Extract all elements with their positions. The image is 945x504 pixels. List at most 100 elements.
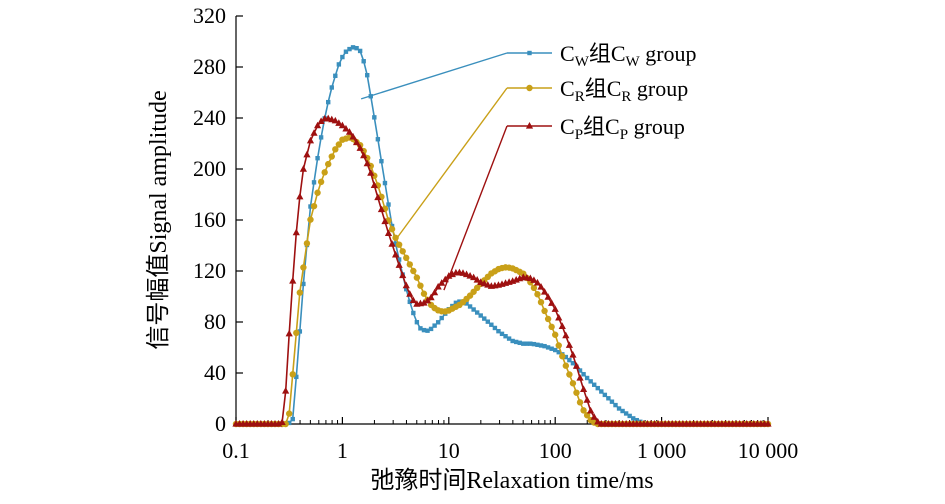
data-point [528, 341, 533, 346]
series-layer [232, 45, 772, 428]
data-point [485, 319, 491, 324]
data-point [471, 307, 476, 312]
data-point [340, 54, 345, 60]
data-point [581, 372, 586, 377]
data-point [537, 283, 545, 290]
data-point [352, 138, 361, 146]
data-point [584, 375, 590, 381]
data-point [278, 418, 286, 425]
legend-marker [526, 84, 533, 92]
data-point [384, 229, 393, 236]
data-point [399, 248, 406, 255]
data-point [609, 399, 615, 404]
data-point [563, 354, 569, 360]
data-point [306, 136, 315, 144]
data-point [303, 150, 311, 158]
data-point [510, 338, 515, 344]
data-point [343, 49, 349, 54]
data-point [335, 141, 343, 148]
data-point [311, 180, 317, 185]
data-point [555, 313, 563, 321]
data-point [427, 293, 435, 301]
series-line [236, 117, 768, 425]
data-point [350, 45, 356, 50]
data-point [524, 341, 530, 346]
data-point [558, 322, 566, 330]
data-point [464, 301, 469, 306]
data-point [325, 160, 332, 168]
data-point [395, 241, 403, 248]
data-point [368, 94, 373, 99]
data-point [296, 192, 304, 200]
data-point [396, 257, 402, 262]
data-point [360, 151, 368, 159]
data-point [386, 202, 391, 207]
data-point [326, 99, 331, 105]
data-point [328, 153, 335, 160]
data-point [307, 216, 314, 223]
data-point [393, 241, 398, 246]
data-point [414, 319, 420, 325]
x-axis-title: 弛豫时间Relaxation time/ms [370, 467, 653, 494]
leader-line [443, 125, 508, 291]
data-point [349, 132, 357, 140]
data-point [382, 180, 388, 186]
data-point [313, 121, 322, 129]
legend-item: CP组CP group [507, 114, 685, 143]
data-point [530, 284, 538, 292]
x-tick-label: 1 000 [637, 438, 687, 463]
data-point [599, 389, 604, 394]
data-point [587, 406, 595, 414]
data-point [338, 121, 346, 129]
data-point [286, 410, 293, 417]
data-point [576, 399, 584, 406]
data-point [407, 299, 412, 305]
data-point [473, 275, 481, 283]
data-point [432, 323, 437, 328]
data-point [332, 146, 339, 153]
y-tick-label: 160 [193, 207, 226, 232]
legend-label: CW组CW group [560, 41, 697, 70]
data-point [388, 240, 396, 247]
data-point [573, 389, 580, 396]
y-tick-label: 120 [193, 258, 226, 283]
data-point [556, 349, 561, 355]
data-point [457, 299, 462, 304]
data-point [425, 328, 430, 333]
leader-line [360, 52, 508, 100]
data-point [478, 313, 483, 318]
data-point [570, 361, 576, 366]
data-point [301, 281, 306, 287]
data-point [315, 155, 320, 161]
data-point [310, 129, 318, 136]
data-point [594, 417, 602, 425]
data-point [282, 386, 290, 394]
data-point [354, 45, 359, 51]
data-point [317, 178, 325, 186]
data-point [620, 408, 625, 414]
data-point [541, 307, 548, 315]
x-tick-label: 0.1 [222, 438, 250, 463]
data-point [470, 273, 478, 281]
legend-subscript: P [620, 127, 628, 143]
data-point [489, 322, 494, 327]
data-point [335, 119, 343, 126]
data-point [418, 326, 423, 331]
data-point [431, 288, 439, 296]
data-point [606, 396, 611, 401]
data-point [530, 276, 538, 283]
data-point [576, 373, 584, 381]
data-point [499, 331, 505, 337]
data-point [534, 291, 541, 298]
data-point [627, 413, 632, 419]
legend-subscript: R [621, 89, 631, 105]
legend-marker [527, 50, 532, 56]
data-point [287, 420, 292, 426]
data-point [428, 326, 434, 332]
data-point [297, 329, 303, 334]
legend-text-part: group [631, 76, 688, 101]
legend-item: CR组CR group [507, 76, 688, 105]
data-point [399, 271, 407, 279]
data-point [292, 228, 300, 236]
